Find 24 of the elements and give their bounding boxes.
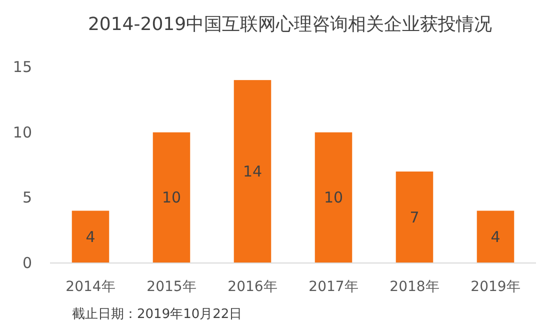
y-tick-label: 10: [12, 123, 32, 142]
chart-title: 2014-2019中国互联网心理咨询相关企业获投情况: [88, 14, 492, 35]
data-label: 7: [410, 208, 420, 226]
bar: [72, 210, 110, 263]
data-label: 10: [162, 188, 182, 207]
y-tick-label: 5: [22, 188, 32, 207]
x-tick-label: 2015年: [146, 279, 196, 295]
y-tick-label: 15: [12, 58, 32, 76]
x-tick-label: 2017年: [308, 279, 358, 295]
text: 截止日期：2019年10月22日: [72, 307, 242, 322]
bar: [476, 210, 514, 263]
bar: [396, 172, 434, 263]
x-tick-label: 2016年: [228, 279, 278, 295]
data-label: 4: [490, 228, 500, 246]
x-tick-label: 2018年: [390, 279, 440, 295]
bar: [234, 80, 272, 263]
bar: [152, 132, 190, 263]
data-label: 4: [86, 228, 96, 246]
x-tick-label: 2014年: [66, 279, 116, 295]
y-tick-label: 0: [22, 254, 32, 272]
data-label: 10: [324, 188, 344, 207]
x-tick-label: 2019年: [470, 279, 520, 295]
data-label: 14: [242, 162, 262, 181]
bar: [314, 132, 352, 263]
